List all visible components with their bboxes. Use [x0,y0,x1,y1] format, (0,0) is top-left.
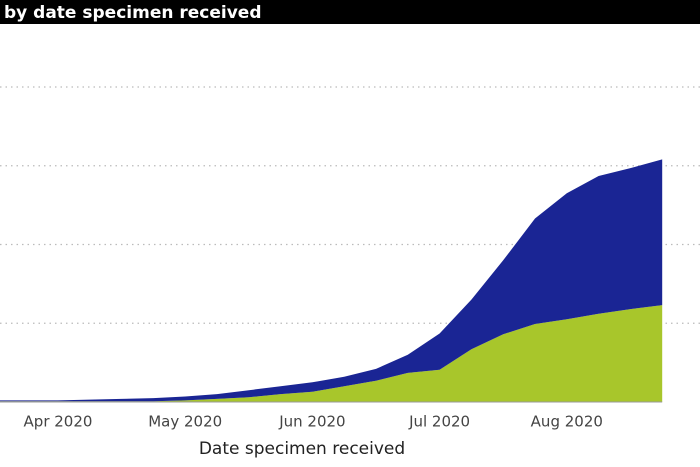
chart-title: by date specimen received [4,3,262,23]
x-tick-label: Apr 2020 [24,413,93,431]
area-series [0,305,663,402]
plot-area: Apr 2020 May 2020 Jun 2020 Jul 2020 Aug 2020 [0,86,700,431]
x-tick-label: May 2020 [148,413,222,431]
x-tick-label: Jun 2020 [278,413,345,431]
header-bar [0,0,700,24]
x-tick-label: Jul 2020 [408,413,470,431]
x-tick-label: Aug 2020 [531,413,603,431]
x-axis-label: Date specimen received [199,439,405,459]
area-series [0,159,663,402]
